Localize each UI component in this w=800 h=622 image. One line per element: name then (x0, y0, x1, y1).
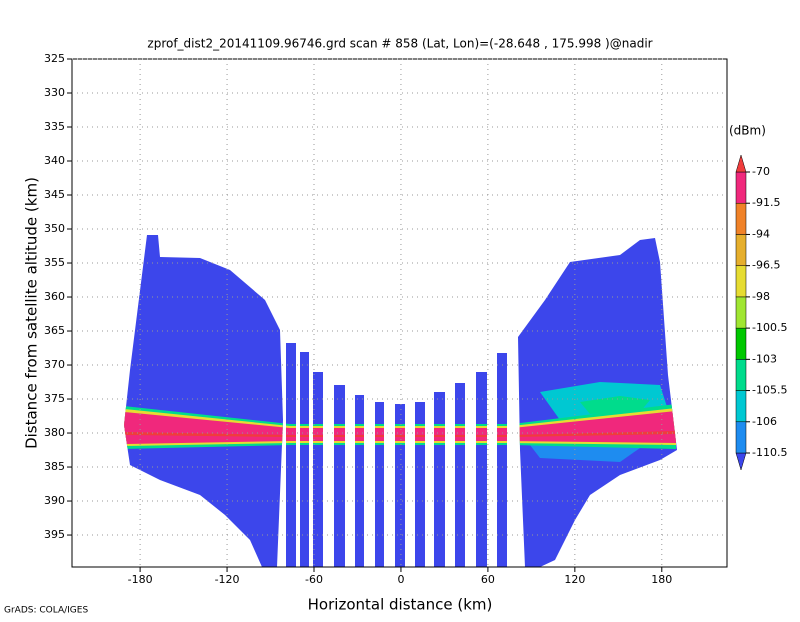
chart-title: zprof_dist2_20141109.96746.grd scan # 85… (147, 37, 652, 51)
y-tick-label: 325 (44, 52, 65, 65)
y-tick-label: 355 (44, 256, 65, 269)
colorbar-box (735, 265, 747, 298)
colorbar-tick-label: -110.5 (752, 446, 787, 459)
x-tick-label: -120 (215, 573, 240, 586)
colorbar-box (735, 390, 747, 423)
x-tick-label: -60 (305, 573, 323, 586)
x-tick-label: -180 (128, 573, 153, 586)
colorbar-tick-label: -96.5 (752, 259, 780, 272)
colorbar-tick-label: -103 (752, 352, 777, 365)
field-background (124, 235, 677, 567)
x-tick-label: 180 (651, 573, 672, 586)
colorbar-tick-label: -98 (752, 290, 770, 303)
x-tick-label: 120 (564, 573, 585, 586)
x-tick-label: 60 (481, 573, 495, 586)
colorbar-tick-label: -91.5 (752, 196, 780, 209)
colorbar-tick-label: -100.5 (752, 321, 787, 334)
plot-frame (71, 58, 728, 568)
colorbar-label: (dBm) (729, 124, 766, 138)
y-tick-label: 330 (44, 86, 65, 99)
colorbar-triangle (735, 452, 747, 471)
y-tick-label: 390 (44, 494, 65, 507)
colorbar-box (735, 296, 747, 329)
colorbar-box (735, 421, 747, 454)
colorbar-tick-label: -94 (752, 227, 770, 240)
colorbar-tick-label: -105.5 (752, 384, 787, 397)
y-tick-label: 345 (44, 188, 65, 201)
colorbar-triangle (735, 154, 747, 173)
colorbar-box (735, 171, 747, 204)
footer: GrADS: COLA/IGES (4, 606, 88, 616)
y-tick-label: 335 (44, 120, 65, 133)
field-band-core (124, 431, 676, 437)
y-tick-label: 385 (44, 460, 65, 473)
colorbar-box (735, 202, 747, 235)
colorbar-box (735, 327, 747, 360)
colorbar-box (735, 359, 747, 391)
y-tick-label: 350 (44, 222, 65, 235)
colorbar-box (735, 234, 747, 266)
x-axis-label: Horizontal distance (km) (308, 596, 493, 614)
y-tick-label: 360 (44, 290, 65, 303)
y-tick-label: 380 (44, 426, 65, 439)
colorbar-tick-label: -106 (752, 415, 777, 428)
y-tick-label: 365 (44, 324, 65, 337)
y-tick-label: 395 (44, 528, 65, 541)
x-tick-label: 0 (397, 573, 404, 586)
y-tick-label: 340 (44, 154, 65, 167)
y-tick-label: 375 (44, 392, 65, 405)
y-tick-label: 370 (44, 358, 65, 371)
colorbar-tick-label: -70 (752, 165, 770, 178)
field (124, 235, 677, 567)
y-axis-label: Distance from satellite altitude (km) (23, 177, 41, 449)
